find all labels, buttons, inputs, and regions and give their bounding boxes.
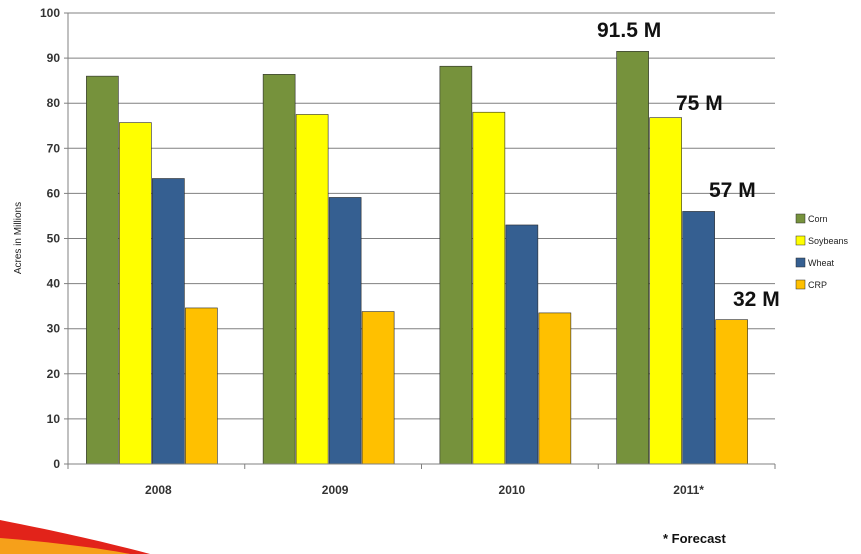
y-tick-label: 40 <box>47 277 61 291</box>
legend-label-corn: Corn <box>808 214 828 224</box>
legend-label-crp: CRP <box>808 280 827 290</box>
y-tick-label: 0 <box>53 457 60 471</box>
decorative-swoosh <box>0 520 150 554</box>
legend-label-wheat: Wheat <box>808 258 835 268</box>
bar-wheat-2008 <box>152 178 185 465</box>
x-category-labels: 2008 2009 2010 2011* <box>145 483 704 497</box>
bar-corn-2009 <box>262 74 296 465</box>
legend-swatch-corn <box>795 213 806 224</box>
y-tick-label: 10 <box>47 412 61 426</box>
bar-wheat-2011 <box>682 211 715 465</box>
bar-wheat-2010 <box>505 224 539 465</box>
bar-wheat-2009 <box>328 197 362 465</box>
legend-swatch-wheat <box>795 257 806 268</box>
value-annotation: 32 M <box>733 288 780 311</box>
x-category-label: 2008 <box>145 483 172 497</box>
value-annotations: 91.5 M 75 M 57 M 32 M <box>597 19 780 311</box>
bar-soybeans-2008 <box>119 122 152 465</box>
y-axis-label: Acres in Millions <box>13 202 24 274</box>
bar-soybeans-2009 <box>295 114 329 465</box>
bar-crp-2009 <box>361 311 395 465</box>
bar-corn-2010 <box>439 65 473 465</box>
x-category-label: 2010 <box>499 483 526 497</box>
y-tick-label: 100 <box>40 6 60 20</box>
y-tick-label: 80 <box>47 96 61 110</box>
bar-corn-2008 <box>86 75 119 465</box>
bar-soybeans-2011 <box>649 117 682 465</box>
y-tick-label: 20 <box>47 367 61 381</box>
legend: Corn Soybeans Wheat CRP <box>795 213 849 290</box>
y-tick-labels: 0 10 20 30 40 50 60 70 80 90 100 <box>40 6 68 471</box>
x-category-label: 2011* <box>673 483 704 497</box>
y-tick-label: 60 <box>47 186 61 200</box>
value-annotation: 91.5 M <box>597 19 661 42</box>
x-category-label: 2009 <box>322 483 349 497</box>
value-annotation: 75 M <box>676 92 723 115</box>
bar-crp-2008 <box>185 307 218 465</box>
y-tick-label: 50 <box>47 232 61 246</box>
value-annotation: 57 M <box>709 179 756 202</box>
bars-group <box>86 51 748 465</box>
y-tick-label: 30 <box>47 322 61 336</box>
legend-swatch-crp <box>795 279 806 290</box>
y-tick-label: 90 <box>47 51 61 65</box>
bar-corn-2011 <box>616 51 649 465</box>
bar-soybeans-2010 <box>472 111 506 465</box>
legend-swatch-soybeans <box>795 235 806 246</box>
forecast-footnote: * Forecast <box>663 531 726 546</box>
bar-crp-2010 <box>538 312 572 465</box>
legend-label-soybeans: Soybeans <box>808 236 849 246</box>
bar-crp-2011 <box>715 319 748 465</box>
y-tick-label: 70 <box>47 141 61 155</box>
swoosh-orange-shape <box>0 538 130 554</box>
